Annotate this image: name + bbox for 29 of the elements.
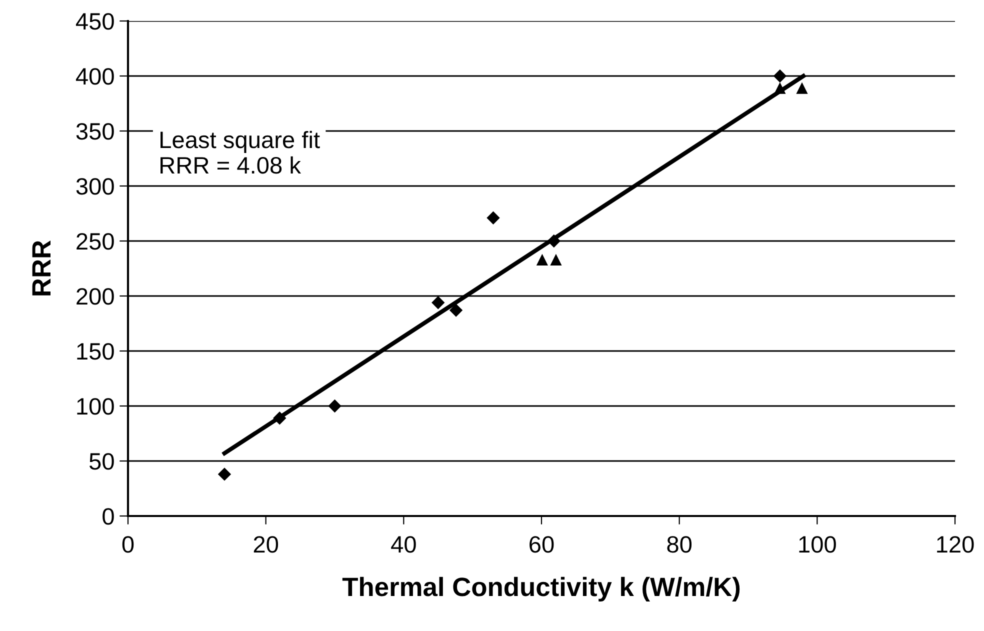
point <box>218 468 232 481</box>
y-tick-label: 400 <box>76 68 114 85</box>
x-tick-label: 20 <box>254 536 278 553</box>
y-tick-label: 100 <box>77 398 114 415</box>
point <box>432 296 445 310</box>
x-tick-label: 100 <box>799 536 836 553</box>
y-tick-label: 0 <box>102 508 114 525</box>
y-tick-label: 150 <box>77 343 114 360</box>
point <box>550 254 562 266</box>
y-tick-label: 50 <box>89 453 114 470</box>
y-axis-title: RRR <box>32 240 50 296</box>
point <box>449 304 463 317</box>
x-tick-label: 80 <box>667 536 692 553</box>
x-tick-label: 120 <box>937 536 974 553</box>
y-tick-label: 350 <box>76 123 114 140</box>
x-tick-label: 40 <box>391 536 416 553</box>
point <box>486 211 500 224</box>
y-tick-label: 250 <box>76 233 114 250</box>
point <box>536 254 548 266</box>
annotation: Least square fit RRR = 4.08 k <box>160 130 320 174</box>
y-tick-label: 300 <box>76 178 114 195</box>
point <box>773 69 787 83</box>
point <box>796 82 808 94</box>
y-tick-label: 450 <box>76 13 114 30</box>
x-axis-title: Thermal Conductivity k (W/m/K) <box>342 576 740 602</box>
x-tick-label: 60 <box>530 536 554 553</box>
point <box>328 399 342 413</box>
y-tick-label: 200 <box>76 288 114 305</box>
x-tick-label: 0 <box>122 536 134 553</box>
